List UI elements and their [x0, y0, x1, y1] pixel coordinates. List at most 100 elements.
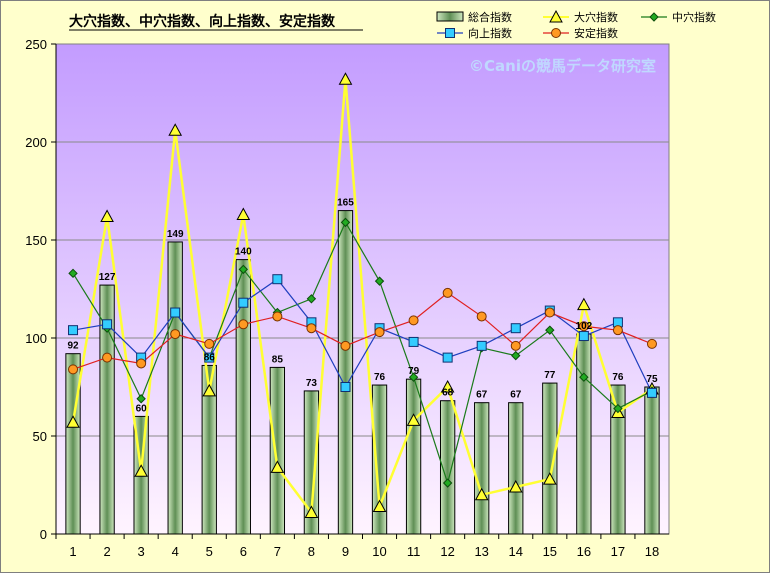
bar-total-index	[576, 333, 592, 535]
bar-value-label: 60	[136, 403, 148, 414]
large-hole-index-marker	[474, 487, 489, 501]
bar-value-label: 165	[337, 198, 354, 209]
bar-total-index	[269, 366, 286, 535]
bar-total-index	[474, 402, 490, 535]
x-tick-label: 18	[645, 544, 659, 559]
bar-value-label: 76	[612, 372, 624, 383]
bar-value-label: 67	[476, 390, 488, 401]
legend-label: 大穴指数	[574, 10, 618, 24]
rise-index-marker	[170, 307, 181, 318]
large-hole-index-marker	[66, 415, 80, 428]
y-tick-label: 250	[25, 37, 47, 52]
bar-value-label: 85	[272, 354, 284, 365]
x-tick-label: 5	[206, 544, 213, 559]
series-lines	[71, 79, 653, 516]
large-hole-index-marker	[168, 123, 183, 136]
stable-index-marker	[306, 323, 317, 334]
y-tick-label: 50	[33, 429, 47, 444]
stable-index-marker	[646, 338, 657, 349]
bar-value-label: 86	[204, 352, 216, 363]
medium-hole-index-marker	[408, 372, 419, 382]
medium-hole-index-marker	[442, 478, 453, 488]
large-hole-index-marker	[270, 460, 285, 473]
medium-hole-index-marker	[545, 325, 555, 335]
bar-value-label: 73	[306, 378, 318, 389]
rise-index-marker	[340, 382, 351, 392]
large-hole-index-marker	[508, 479, 523, 493]
rise-index-marker	[510, 323, 521, 334]
medium-hole-index-marker	[511, 350, 521, 361]
large-hole-index-line	[71, 79, 653, 516]
rise-index-marker	[578, 331, 589, 342]
medium-hole-index-marker	[340, 217, 351, 228]
rise-index-marker	[408, 336, 419, 347]
series-markers	[66, 72, 659, 518]
large-hole-index-marker	[406, 413, 421, 426]
large-hole-index-marker	[134, 464, 148, 477]
stable-index-marker	[204, 338, 215, 349]
medium-hole-index-marker	[374, 276, 385, 286]
x-tick-label: 6	[240, 544, 247, 559]
large-hole-index-marker	[304, 505, 319, 518]
stable-index-marker	[340, 340, 351, 351]
x-tick-label: 13	[474, 544, 488, 559]
legend-label: 中穴指数	[672, 10, 716, 24]
large-hole-index-marker	[202, 383, 217, 397]
stable-index-marker	[238, 319, 249, 330]
stable-index-marker	[544, 307, 555, 318]
bar-total-index	[337, 210, 354, 535]
stable-index-marker	[136, 358, 147, 369]
y-tick-label: 100	[25, 331, 47, 346]
grid-lines	[56, 141, 669, 437]
bar-total-index	[405, 378, 422, 535]
rise-index-marker	[646, 387, 657, 398]
medium-hole-index-marker	[68, 268, 78, 279]
rise-index-marker	[442, 352, 453, 363]
y-tick-label: 150	[25, 233, 47, 248]
legend-swatch-marker	[649, 12, 659, 22]
stable-index-marker	[578, 321, 589, 332]
large-hole-index-marker	[100, 209, 114, 222]
chart-title: 大穴指数、中穴指数、向上指数、安定指数	[69, 13, 336, 30]
medium-hole-index-marker	[579, 372, 589, 382]
bar-value-label: 76	[374, 372, 386, 383]
bar-value-label: 149	[167, 229, 184, 240]
legend-label: 安定指数	[574, 26, 618, 40]
large-hole-index-marker	[236, 207, 251, 221]
large-hole-index-marker	[440, 379, 455, 393]
rise-index-marker	[238, 297, 249, 308]
large-hole-index-marker	[338, 72, 353, 85]
stable-index-marker	[510, 340, 521, 351]
x-tick-label: 4	[172, 544, 179, 559]
x-tick-label: 16	[577, 544, 591, 559]
bar-value-label: 68	[442, 388, 454, 399]
legend-swatch-marker	[551, 28, 561, 38]
medium-hole-index-marker	[136, 394, 146, 404]
bars	[65, 210, 660, 535]
y-tick-label: 0	[40, 527, 47, 542]
medium-hole-index-marker	[613, 403, 623, 414]
legend-swatch-marker	[445, 28, 455, 38]
bar-value-label: 140	[235, 247, 252, 258]
large-hole-index-marker	[577, 297, 591, 311]
legend-label: 総合指数	[468, 10, 512, 24]
rise-index-marker	[68, 325, 79, 336]
large-hole-index-marker	[542, 472, 557, 485]
x-tick-label: 7	[274, 544, 281, 559]
bar-total-index	[644, 386, 660, 535]
stable-index-line	[72, 292, 653, 370]
x-tick-label: 15	[543, 544, 557, 559]
bar-value-label: 92	[67, 341, 79, 352]
stable-index-marker	[272, 311, 283, 322]
stable-index-marker	[442, 287, 453, 298]
rise-index-marker	[102, 319, 113, 330]
rise-index-marker	[272, 274, 283, 285]
rise-index-marker	[476, 340, 487, 351]
bar-data-labels: 92 127 60 149 86 140 85 73 165 76 79 68 67 67 77 102 76 7…	[67, 198, 658, 415]
stable-index-marker	[612, 325, 623, 336]
rise-index-marker	[204, 352, 215, 363]
